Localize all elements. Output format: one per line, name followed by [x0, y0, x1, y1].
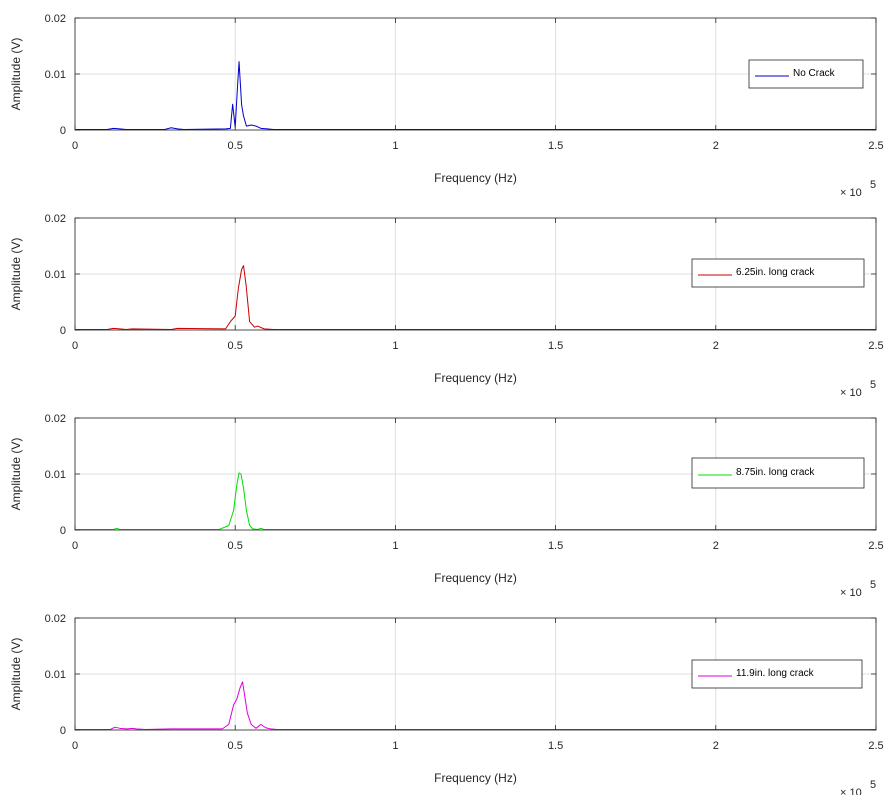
- chart-panel-2: 0 0.5 1 1.5 2 2.5 0 0.01 0.02 Frequency (Hz) Ampli…: [9, 213, 884, 399]
- x-tick-label: 0.5: [228, 740, 243, 752]
- chart-panel-3: 0 0.5 1 1.5 2 2.5 0 0.01 0.02 Frequency (Hz) Ampli…: [9, 413, 884, 599]
- x-tick-label: 2.5: [868, 140, 883, 152]
- y-axis-label: Amplitude (V): [9, 638, 23, 711]
- legend-label: 8.75in. long crack: [736, 467, 815, 478]
- x-tick-label: 0: [72, 340, 78, 352]
- y-axis-label: Amplitude (V): [9, 438, 23, 511]
- x-tick-label: 0: [72, 140, 78, 152]
- y-tick-label: 0.02: [45, 13, 66, 25]
- legend-box: [691, 659, 863, 689]
- x-tick-label: 0.5: [228, 540, 243, 552]
- legend-label: 11.9in. long crack: [736, 668, 815, 679]
- y-axis-label: Amplitude (V): [9, 238, 23, 311]
- x-exponent-power: 5: [870, 579, 876, 591]
- x-tick-label: 1: [392, 540, 398, 552]
- series-line-1: [75, 681, 876, 730]
- legend: 11.9in. long crack: [691, 659, 863, 689]
- legend: 6.25in. long crack: [691, 258, 865, 288]
- y-tick-label: 0: [60, 325, 66, 337]
- y-tick-label: 0.01: [45, 669, 66, 681]
- legend-box: [748, 59, 864, 89]
- chart-panel-4: 0 0.5 1 1.5 2 2.5 0 0.01 0.02 Frequency (Hz) Ampli…: [9, 613, 884, 795]
- y-tick-label: 0: [60, 525, 66, 537]
- x-tick-label: 2: [713, 540, 719, 552]
- y-tick-label: 0.01: [45, 269, 66, 281]
- x-exponent-label: × 10: [840, 587, 862, 599]
- y-tick-label: 0.01: [45, 469, 66, 481]
- x-exponent-power: 5: [870, 379, 876, 391]
- y-tick-label: 0: [60, 725, 66, 737]
- x-exponent-label: × 10: [840, 387, 862, 399]
- y-tick-label: 0.02: [45, 413, 66, 425]
- x-tick-label: 2.5: [868, 340, 883, 352]
- x-exponent-power: 5: [870, 779, 876, 791]
- series-line-1: [75, 265, 876, 330]
- legend-box: [691, 457, 865, 489]
- x-tick-label: 1.5: [548, 540, 563, 552]
- legend: 8.75in. long crack: [691, 457, 865, 489]
- x-tick-label: 1.5: [548, 140, 563, 152]
- x-exponent-power: 5: [870, 179, 876, 191]
- legend-label: No Crack: [793, 68, 836, 79]
- x-tick-label: 2.5: [868, 540, 883, 552]
- x-tick-label: 1: [392, 340, 398, 352]
- x-tick-label: 2: [713, 140, 719, 152]
- x-axis-label: Frequency (Hz): [434, 171, 517, 185]
- y-tick-label: 0.02: [45, 613, 66, 625]
- x-axis-label: Frequency (Hz): [434, 571, 517, 585]
- x-tick-label: 1: [392, 140, 398, 152]
- x-axis-label: Frequency (Hz): [434, 371, 517, 385]
- x-tick-label: 1: [392, 740, 398, 752]
- x-tick-label: 0: [72, 540, 78, 552]
- x-exponent-label: × 10: [840, 187, 862, 199]
- legend-box: [691, 258, 865, 288]
- x-exponent-label: × 10: [840, 787, 862, 795]
- legend-label: 6.25in. long crack: [736, 267, 815, 278]
- y-tick-label: 0: [60, 125, 66, 137]
- y-axis-label: Amplitude (V): [9, 38, 23, 111]
- x-tick-label: 2.5: [868, 740, 883, 752]
- x-tick-label: 0.5: [228, 340, 243, 352]
- chart-panel-1: 0 0.5 1 1.5 2 2.5 0 0.01 0.02 Frequency (Hz) Ampli…: [9, 13, 884, 199]
- y-tick-label: 0.01: [45, 69, 66, 81]
- x-tick-label: 0.5: [228, 140, 243, 152]
- series-line-1: [75, 472, 876, 530]
- x-tick-label: 2: [713, 340, 719, 352]
- legend: No Crack: [748, 59, 864, 89]
- series-line-1: [75, 61, 876, 130]
- y-tick-label: 0.02: [45, 213, 66, 225]
- x-tick-label: 2: [713, 740, 719, 752]
- x-tick-label: 1.5: [548, 740, 563, 752]
- x-tick-label: 1.5: [548, 340, 563, 352]
- x-axis-label: Frequency (Hz): [434, 771, 517, 785]
- x-tick-label: 0: [72, 740, 78, 752]
